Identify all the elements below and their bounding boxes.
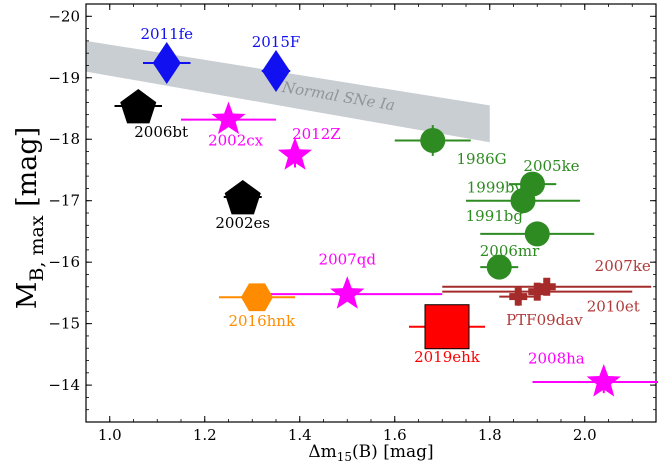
marker-ptf09dav-v — [514, 287, 522, 306]
ticks: 1.0 1.2 1.4 1.6 1.8 2.0 −20 −19 −18 −17 −16 −15 −14 — [48, 4, 656, 444]
marker-2007qd — [330, 276, 365, 309]
label-1999by: 1999by — [467, 179, 524, 197]
y-axis-title: MB, max [mag] — [12, 127, 48, 309]
label-1991bg: 1991bg — [466, 207, 524, 225]
y-axis-title-sub: B, max — [26, 215, 48, 281]
label-2002cx: 2002cx — [208, 131, 264, 149]
normal-band — [86, 40, 490, 143]
marker-2010et-v — [533, 282, 541, 301]
label-2007ke: 2007ke — [595, 257, 651, 275]
x-tick-label: 1.0 — [98, 426, 122, 444]
marker-2012z — [277, 137, 313, 170]
markers — [120, 42, 621, 397]
x-axis-title-main: Δm — [308, 442, 336, 462]
label-2005ke: 2005ke — [523, 157, 579, 175]
y-tick-label: −19 — [48, 69, 80, 87]
label-ptf09dav: PTF09dav — [506, 311, 583, 329]
label-2010et: 2010et — [587, 297, 640, 315]
x-tick-label: 1.6 — [383, 426, 407, 444]
label-2007qd: 2007qd — [319, 251, 377, 269]
x-axis-title-rest: (B) [mag] — [352, 442, 434, 462]
x-tick-label: 2.0 — [573, 426, 597, 444]
marker-2002cx — [211, 101, 246, 135]
label-2008ha: 2008ha — [528, 350, 585, 368]
label-2006bt: 2006bt — [134, 123, 188, 141]
label-1986g: 1986G — [457, 150, 507, 168]
label-2011fe: 2011fe — [140, 25, 193, 43]
marker-1991bg — [524, 221, 550, 247]
y-axis-title-main: M — [12, 282, 43, 310]
label-2006mr: 2006mr — [480, 242, 540, 260]
marker-2015f — [262, 50, 290, 93]
y-tick-label: −14 — [48, 376, 80, 394]
marker-2006mr — [486, 254, 512, 280]
marker-2006bt — [120, 89, 157, 124]
y-axis-title-rest: [mag] — [12, 127, 43, 216]
y-tick-label: −16 — [48, 253, 80, 271]
label-2019ehk: 2019ehk — [414, 348, 481, 366]
label-2002es: 2002es — [215, 214, 270, 232]
marker-2002es — [224, 180, 261, 215]
marker-1986g — [420, 127, 446, 153]
x-axis-title: Δm15(B) [mag] — [308, 442, 433, 464]
y-tick-label: −18 — [48, 130, 80, 148]
marker-2011fe — [152, 42, 181, 85]
x-axis-title-sub: 15 — [337, 450, 352, 464]
marker-2016hnk — [241, 283, 273, 312]
point-labels: 2011fe 2015F 2006bt 2002es 2002cx 2012Z 2007qd… — [134, 25, 651, 368]
marker-1999by — [510, 188, 536, 214]
label-2012z: 2012Z — [292, 125, 341, 143]
x-tick-label: 1.2 — [193, 426, 217, 444]
marker-2008ha — [586, 364, 621, 397]
x-tick-label: 1.8 — [478, 426, 502, 444]
x-tick-label: 1.4 — [288, 426, 312, 444]
y-tick-label: −20 — [48, 7, 80, 25]
label-2016hnk: 2016hnk — [228, 312, 295, 330]
y-tick-label: −15 — [48, 315, 80, 333]
marker-2007ke-v — [543, 277, 551, 296]
marker-2019ehk — [424, 304, 470, 350]
y-tick-label: −17 — [48, 192, 80, 210]
label-2015f: 2015F — [252, 33, 301, 51]
